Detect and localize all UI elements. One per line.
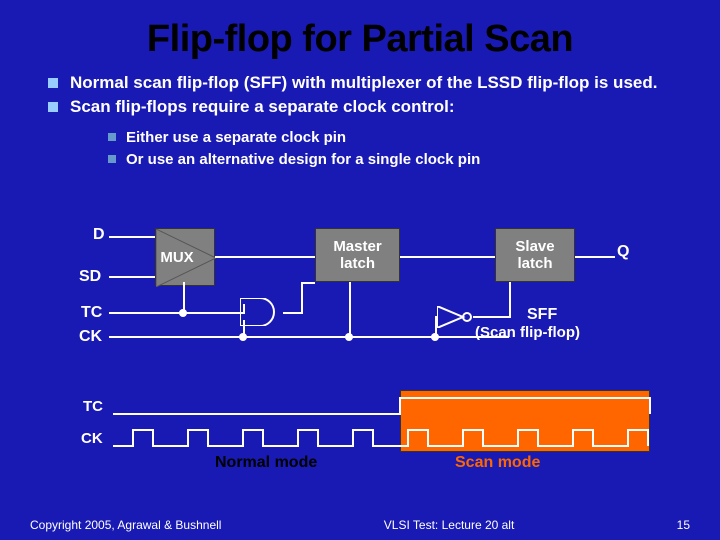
wire [400,256,495,258]
wire-junction [179,309,187,317]
subbullet-square-icon [108,155,116,163]
wave-label-ck: CK [81,430,103,447]
tc-waveform [113,394,653,418]
wire [109,236,155,238]
slave-latch-block: Slave latch [495,228,575,282]
ck-waveform [113,426,653,450]
subbullet-2-text: Or use an alternative design for a singl… [126,150,480,170]
wire-junction [431,333,439,341]
label-tc: TC [81,304,102,322]
slave-label-1: Slave [515,238,554,255]
circuit-diagram: D SD TC CK Q SFF (Scan flip-flop) MUX Ma… [95,228,655,388]
wire [473,316,511,318]
label-sff-full: (Scan flip-flop) [475,324,580,341]
slide-title: Flip-flop for Partial Scan [0,0,720,73]
wire [509,282,511,318]
bullet-2-text: Scan flip-flops require a separate clock… [70,97,455,117]
mux-block: MUX [155,228,215,286]
master-label-1: Master [333,238,381,255]
label-d: D [93,226,105,244]
subbullet-2: Or use an alternative design for a singl… [108,150,690,170]
wire [215,256,315,258]
subbullet-1: Either use a separate clock pin [108,128,690,148]
label-sff: SFF [527,306,557,324]
label-q: Q [617,243,629,261]
wire [301,282,303,314]
wire [283,312,303,314]
bullet-square-icon [48,102,58,112]
bullet-1: Normal scan flip-flop (SFF) with multipl… [48,73,690,93]
normal-mode-label: Normal mode [215,454,317,472]
master-label-2: latch [340,255,375,272]
slave-label-2: latch [517,255,552,272]
scan-mode-label: Scan mode [455,454,540,472]
subbullet-1-text: Either use a separate clock pin [126,128,346,148]
wire [301,282,315,284]
mux-label: MUX [160,249,193,266]
wire [349,282,351,338]
master-latch-block: Master latch [315,228,400,282]
bullet-2: Scan flip-flops require a separate clock… [48,97,690,117]
wire [109,312,245,314]
wire [575,256,615,258]
wire [109,336,509,338]
wire [109,276,155,278]
lecture-text: VLSI Test: Lecture 20 alt [384,518,515,532]
label-ck: CK [79,328,102,346]
bullet-1-text: Normal scan flip-flop (SFF) with multipl… [70,73,657,93]
page-number: 15 [677,518,690,532]
wire-junction [345,333,353,341]
waveform-area: TC CK Normal mode Scan mode [95,390,655,480]
bullet-square-icon [48,78,58,88]
footer: Copyright 2005, Agrawal & Bushnell VLSI … [0,518,720,532]
copyright-text: Copyright 2005, Agrawal & Bushnell [30,518,221,532]
inverter-icon [437,306,477,328]
wave-label-tc: TC [83,398,103,415]
label-sd: SD [79,268,101,286]
wire [243,304,245,314]
wire-junction [239,333,247,341]
bullet-list: Normal scan flip-flop (SFF) with multipl… [0,73,720,170]
subbullet-square-icon [108,133,116,141]
and-gate-icon [240,298,285,326]
